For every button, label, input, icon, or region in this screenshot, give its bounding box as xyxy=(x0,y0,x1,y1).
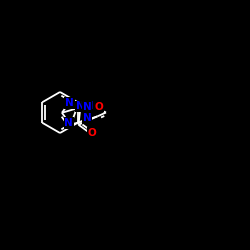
Text: N: N xyxy=(82,113,91,123)
Text: O: O xyxy=(88,128,96,138)
Text: N: N xyxy=(82,102,91,112)
Text: N: N xyxy=(64,118,73,128)
Text: O: O xyxy=(94,102,103,112)
Text: NH: NH xyxy=(76,102,93,112)
Text: N: N xyxy=(65,98,74,108)
